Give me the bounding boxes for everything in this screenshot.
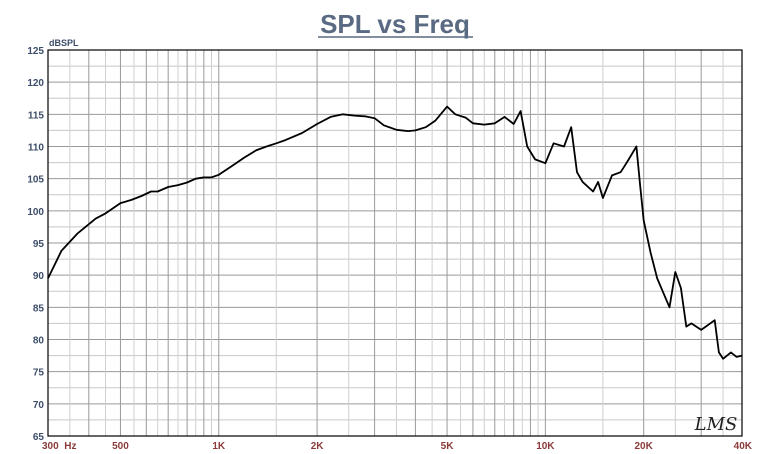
x-tick-label: 20K <box>635 441 654 452</box>
y-tick-label: 115 <box>28 110 45 121</box>
y-tick-label: 105 <box>27 175 44 186</box>
y-tick-label: 125 <box>27 46 44 57</box>
chart-title: SPL vs Freq <box>320 9 470 39</box>
y-axis-label: dBSPL <box>49 38 79 48</box>
y-tick-label: 75 <box>33 368 45 379</box>
x-tick-label: 5K <box>441 441 455 452</box>
y-tick-label: 85 <box>33 303 45 314</box>
y-tick-label: 95 <box>33 239 45 250</box>
y-tick-label: 120 <box>27 78 44 89</box>
y-tick-label: 90 <box>33 271 45 282</box>
y-tick-label: 100 <box>27 207 44 218</box>
y-tick-label: 80 <box>33 336 45 347</box>
grid <box>48 49 742 437</box>
y-tick-labels: 65 70 75 80 85 90 95 100 105 110 115 120 125 <box>27 46 44 443</box>
y-tick-label: 65 <box>33 432 45 443</box>
x-tick-label: 1K <box>212 441 226 452</box>
x-tick-label: 10K <box>536 441 555 452</box>
x-tick-label: 500 <box>112 441 129 452</box>
spl-curve <box>47 105 743 360</box>
x-tick-label: 300 Hz <box>42 441 76 452</box>
y-tick-label: 70 <box>33 400 45 411</box>
lms-logo: LMS <box>694 414 738 435</box>
y-tick-label: 110 <box>28 143 45 154</box>
x-tick-labels: 300 Hz 500 1K 2K 5K 10K 20K 40K <box>42 441 753 452</box>
plot-frame <box>47 49 743 437</box>
x-tick-label: 40K <box>734 441 753 452</box>
x-tick-label: 2K <box>311 441 325 452</box>
